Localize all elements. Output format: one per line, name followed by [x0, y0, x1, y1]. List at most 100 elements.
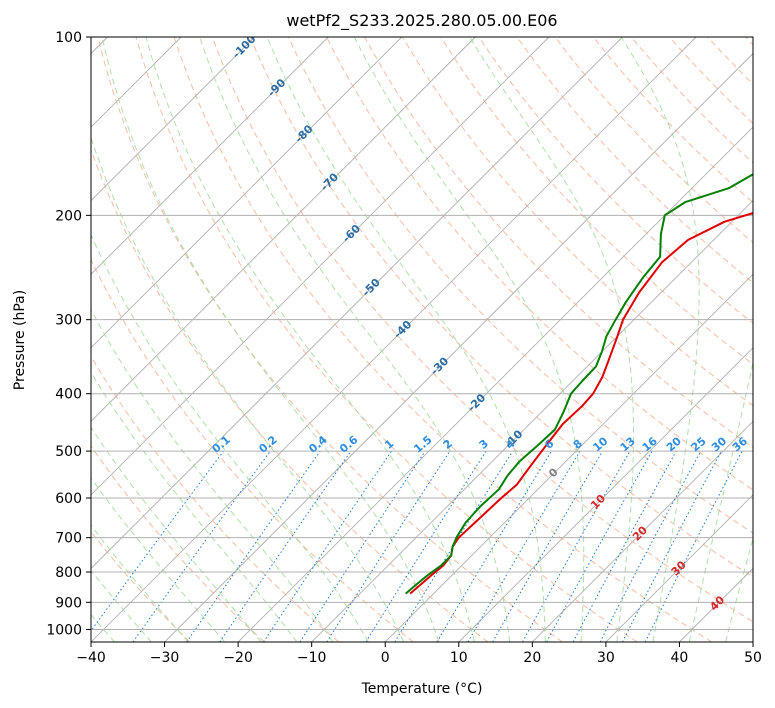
- moist-adiabat-line: [266, 37, 546, 642]
- mixing-ratio-line: [546, 450, 653, 642]
- mixing-ratio-label: 0.6: [337, 433, 361, 456]
- x-tick-label: 50: [744, 650, 762, 666]
- y-tick-label: 1000: [46, 622, 82, 638]
- moist-adiabat-label: 20: [630, 523, 650, 543]
- y-tick-label: 500: [55, 444, 82, 460]
- dry-adiabat-line: [554, 37, 753, 244]
- isotherm-label: -50: [360, 276, 383, 299]
- moist-adiabat-label: 30: [669, 558, 689, 578]
- mixing-ratio-label: 8: [571, 437, 585, 452]
- isotherm-line: [91, 37, 623, 570]
- moist-adiabat-line: [91, 524, 189, 642]
- mixing-ratio-line: [91, 450, 224, 632]
- y-tick-label: 400: [55, 387, 82, 403]
- isotherm-label: -30: [428, 354, 451, 377]
- moist-adiabat-line: [91, 569, 152, 642]
- isotherm-line: [164, 52, 753, 642]
- x-axis-ticks: −40 −30 −20 −10 0 10 20 30 40 50: [76, 642, 762, 666]
- dry-adiabat-line: [211, 37, 753, 623]
- isotherm-line: [237, 126, 753, 642]
- mixing-ratio-line: [522, 450, 631, 642]
- moist-adiabat-line: [91, 426, 262, 642]
- x-tick-label: −30: [150, 650, 180, 666]
- isotherm-line: [605, 494, 753, 642]
- moist-adiabat-line: [353, 37, 585, 642]
- x-tick-label: 10: [450, 650, 468, 666]
- x-tick-label: 40: [671, 650, 689, 666]
- dry-adiabat-line: [707, 37, 753, 85]
- moist-adiabat-line: [91, 233, 369, 642]
- isotherm-line: [91, 37, 403, 349]
- moist-adiabat-line: [91, 136, 405, 642]
- moist-adiabat-label: 10: [588, 492, 608, 512]
- background-lines: [91, 37, 753, 642]
- mixing-ratio-line: [394, 450, 514, 642]
- moist-adiabat-line: [91, 477, 226, 642]
- y-tick-label: 900: [55, 595, 82, 611]
- dewpoint-profile-line: [405, 173, 753, 595]
- mixing-ratio-line: [263, 450, 392, 642]
- x-axis-label: Temperature (°C): [361, 681, 483, 697]
- moist-adiabat-line: [145, 37, 475, 642]
- mixing-ratio-line: [436, 450, 552, 642]
- profiles: [405, 173, 753, 595]
- dry-adiabat-line: [516, 37, 753, 284]
- y-tick-label: 200: [55, 208, 82, 224]
- x-tick-label: 0: [381, 650, 390, 666]
- moist-adiabat-line: [688, 360, 753, 642]
- dry-adiabat-line: [135, 37, 638, 642]
- dry-adiabat-line: [173, 37, 713, 642]
- plot-frame: [90, 36, 754, 643]
- moist-adiabat-line: [469, 37, 634, 642]
- mixing-ratio-label: 2: [441, 437, 455, 452]
- y-tick-label: 300: [55, 313, 82, 329]
- isotherm-line: [91, 37, 476, 422]
- moist-adiabat-label: 40: [707, 593, 727, 613]
- dry-adiabat-line: [440, 37, 753, 365]
- isotherm-label: -60: [340, 222, 363, 245]
- isotherm-line: [91, 37, 329, 275]
- y-tick-label: 600: [55, 491, 82, 507]
- x-tick-label: −10: [297, 650, 327, 666]
- moist-adiabat-line: [91, 371, 298, 642]
- mixing-ratio-label: 3: [477, 437, 491, 452]
- dry-adiabat-line: [97, 37, 563, 642]
- mixing-ratio-line: [186, 450, 321, 642]
- isotherm-line: [384, 273, 753, 642]
- dry-adiabat-line: [249, 37, 753, 578]
- mixing-ratio-line: [572, 450, 677, 642]
- moist-adiabat-line: [101, 37, 440, 642]
- isotherm-line: [458, 347, 753, 642]
- isotherm-line: [679, 567, 753, 642]
- isotherm-label: -10: [502, 427, 525, 450]
- isotherm-line: [91, 37, 697, 642]
- isotherm-line: [752, 641, 753, 642]
- moist-adiabat-line: [199, 37, 511, 642]
- mixing-ratio-line: [299, 450, 426, 642]
- isotherm-line: [311, 200, 753, 642]
- dry-adiabat-line: [91, 531, 191, 642]
- dry-adiabat-line: [287, 37, 753, 534]
- dry-adiabat-line: [326, 37, 753, 491]
- dry-adiabat-line: [91, 148, 489, 642]
- x-tick-label: 30: [597, 650, 615, 666]
- isotherm-label: -80: [292, 122, 315, 145]
- mixing-ratio-line: [219, 450, 352, 642]
- mixing-ratio-line: [326, 450, 451, 642]
- y-tick-label: 700: [55, 531, 82, 547]
- isotherm-label: -40: [391, 318, 414, 341]
- moist-adiabat-line: [91, 308, 334, 642]
- moist-adiabat-label: 0: [546, 465, 561, 480]
- mixing-ratio-line: [365, 450, 487, 642]
- chart-title: wetPf2_S233.2025.280.05.00.E06: [286, 11, 557, 31]
- dry-adiabat-line: [91, 355, 340, 642]
- dry-adiabat-line: [91, 258, 414, 642]
- x-tick-label: 20: [523, 650, 541, 666]
- dry-adiabat-line: [592, 37, 753, 204]
- y-tick-label: 100: [55, 30, 82, 46]
- dry-adiabat-line: [669, 37, 753, 125]
- pressure-gridlines: [91, 37, 753, 630]
- y-axis-label: Pressure (hPa): [12, 290, 28, 390]
- dry-adiabat-line: [91, 445, 265, 642]
